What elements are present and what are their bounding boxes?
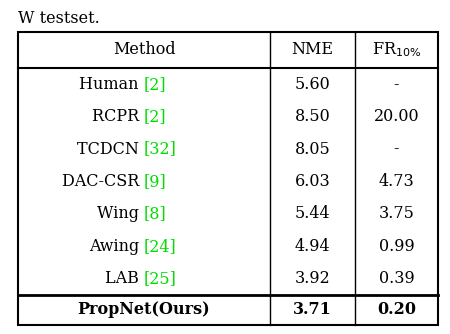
Text: RCPR: RCPR xyxy=(92,108,144,125)
Text: 0.20: 0.20 xyxy=(377,302,416,319)
Text: -: - xyxy=(394,76,399,93)
Text: 4.73: 4.73 xyxy=(378,173,414,190)
Text: PropNet(Ours): PropNet(Ours) xyxy=(78,302,210,319)
Text: 0.99: 0.99 xyxy=(378,238,414,255)
Text: 3.75: 3.75 xyxy=(378,205,414,222)
Text: Awing: Awing xyxy=(89,238,144,255)
Text: 8.50: 8.50 xyxy=(295,108,330,125)
Text: LAB: LAB xyxy=(105,270,144,287)
Text: 4.94: 4.94 xyxy=(295,238,330,255)
Text: FR$_{10\%}$: FR$_{10\%}$ xyxy=(372,41,421,59)
Text: -: - xyxy=(394,141,399,158)
Text: 0.39: 0.39 xyxy=(378,270,414,287)
Text: [9]: [9] xyxy=(144,173,167,190)
Text: [25]: [25] xyxy=(144,270,177,287)
Text: 8.05: 8.05 xyxy=(295,141,330,158)
Text: 5.60: 5.60 xyxy=(295,76,330,93)
Text: TCDCN: TCDCN xyxy=(77,141,144,158)
Text: Method: Method xyxy=(112,41,176,58)
Text: [2]: [2] xyxy=(144,108,166,125)
Text: NME: NME xyxy=(292,41,333,58)
Text: 20.00: 20.00 xyxy=(374,108,419,125)
Text: Wing: Wing xyxy=(97,205,144,222)
Text: Human: Human xyxy=(79,76,144,93)
Text: 3.71: 3.71 xyxy=(293,302,332,319)
Text: [32]: [32] xyxy=(144,141,177,158)
Text: 6.03: 6.03 xyxy=(295,173,330,190)
Text: 5.44: 5.44 xyxy=(295,205,330,222)
Text: 3.92: 3.92 xyxy=(295,270,330,287)
Text: [2]: [2] xyxy=(144,76,166,93)
Text: DAC-CSR: DAC-CSR xyxy=(62,173,144,190)
Text: [8]: [8] xyxy=(144,205,167,222)
Text: W testset.: W testset. xyxy=(18,10,100,27)
Text: [24]: [24] xyxy=(144,238,177,255)
Bar xyxy=(18,32,438,325)
